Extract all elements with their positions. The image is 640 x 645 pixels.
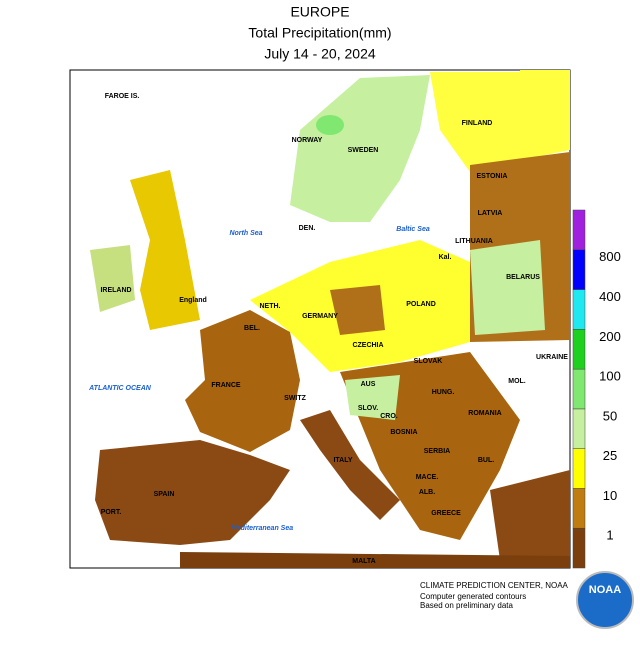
sea-label: Mediterranean Sea [231,525,293,532]
country-label: SWITZ [284,395,306,402]
land [95,440,290,545]
legend-swatch [572,368,586,410]
legend-swatch [572,249,586,290]
dates: July 14 - 20, 2024 [264,46,376,62]
land [185,310,300,452]
land [490,470,570,560]
sea-label: Baltic Sea [396,226,430,233]
country-label: BEL. [244,325,260,332]
legend-label: 200 [599,329,621,344]
legend-swatch [572,448,586,489]
country-label: UKRAINE [536,354,568,361]
land [316,115,344,135]
sea-label: ATLANTIC OCEAN [88,385,152,392]
country-label: SWEDEN [348,147,379,154]
title: EUROPE [290,4,349,20]
country-label: ESTONIA [477,173,508,180]
country-label: SPAIN [154,491,175,498]
country-label: SLOVAK [414,358,443,365]
credit: Computer generated contours [420,592,526,601]
country-label: BELARUS [506,274,540,281]
land [290,75,430,222]
land [470,240,545,335]
country-label: MOL. [508,378,526,385]
legend-label: 25 [603,448,617,463]
country-label: DEN. [299,225,316,232]
land [90,245,135,312]
legend-swatch [572,329,586,370]
credit: Based on preliminary data [420,601,513,610]
legend-label: 50 [603,408,617,423]
country-label: BOSNIA [390,429,417,436]
logo-text: NOAA [589,584,621,596]
map [69,69,571,569]
country-label: LATVIA [478,210,503,217]
country-label: Kal. [439,254,452,261]
sea-label: North Sea [229,230,262,237]
land [520,70,570,160]
legend-label: 10 [603,488,617,503]
country-label: SERBIA [424,448,450,455]
land [180,552,570,568]
country-label: CRO. [380,413,398,420]
country-label: BUL. [478,457,494,464]
legend-swatch [572,527,586,569]
land [330,285,385,335]
legend-label: 1 [606,528,613,543]
legend-swatch [572,209,586,251]
land [430,72,520,172]
country-label: IRELAND [100,287,131,294]
credit: CLIMATE PREDICTION CENTER, NOAA [420,581,569,590]
land [130,170,200,330]
country-label: GERMANY [302,313,338,320]
legend-label: 100 [599,369,621,384]
country-label: FINLAND [462,120,493,127]
legend-swatch [572,488,586,529]
country-label: NORWAY [292,137,323,144]
country-label: ALB. [419,489,435,496]
country-label: MACE. [416,474,439,481]
country-label: ITALY [333,457,352,464]
country-label: NETH. [260,303,281,310]
country-label: POLAND [406,301,436,308]
legend-label: 400 [599,289,621,304]
legend-swatch [572,408,586,449]
country-label: LITHUANIA [455,238,493,245]
legend-label: 800 [599,249,621,264]
country-label: HUNG. [432,389,455,396]
country-label: CZECHIA [352,342,383,349]
country-label: SLOV. [358,405,378,412]
subtitle: Total Precipitation(mm) [248,25,391,41]
country-label: AUS [361,381,376,388]
legend-swatch [572,289,586,330]
country-label: England [179,297,207,304]
land [345,375,400,420]
country-label: ROMANIA [468,410,501,417]
country-label: FAROE IS. [105,93,140,100]
country-label: PORT. [101,509,122,516]
country-label: MALTA [352,558,375,565]
country-label: GREECE [431,510,461,517]
land [300,410,400,520]
noaa-logo [576,571,634,629]
country-label: FRANCE [211,382,240,389]
